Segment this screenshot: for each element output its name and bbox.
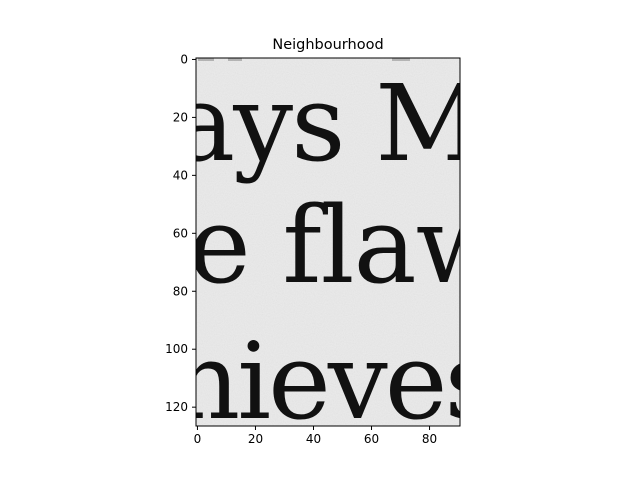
image-panel: ays M e flaw nieves	[172, 58, 506, 443]
x-axis: 0 20 40 60 80	[194, 426, 437, 446]
y-tick-label: 80	[173, 284, 188, 298]
x-tick-label: 80	[422, 432, 437, 446]
paper-background	[196, 58, 460, 426]
axes-frame	[195, 57, 461, 427]
y-tick-label: 40	[173, 168, 188, 182]
y-axis: 0 20 40 60 80 100 120	[165, 52, 196, 414]
text-line-1: ays M	[172, 62, 482, 185]
figure-title: Neighbourhood	[272, 37, 383, 53]
text-line-3-glyphs: nieves	[172, 320, 496, 443]
text-line-3: nieves	[172, 320, 496, 443]
y-tick-label: 120	[165, 400, 188, 414]
text-line-2: e flaw	[188, 184, 506, 307]
y-tick-label: 0	[180, 52, 188, 66]
x-tick-label: 20	[248, 432, 263, 446]
x-tick-label: 40	[306, 432, 321, 446]
text-line-1-glyphs: ays M	[172, 62, 482, 185]
top-row-fragments	[198, 58, 410, 61]
x-tick-label: 60	[364, 432, 379, 446]
y-tick-label: 20	[173, 110, 188, 124]
text-line-2-glyphs: e flaw	[188, 184, 506, 307]
x-tick-label: 0	[194, 432, 202, 446]
y-tick-label: 60	[173, 226, 188, 240]
y-tick-label: 100	[165, 342, 188, 356]
